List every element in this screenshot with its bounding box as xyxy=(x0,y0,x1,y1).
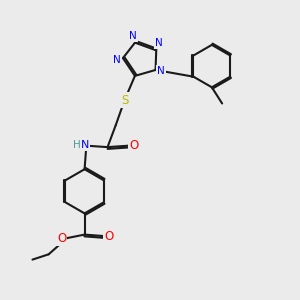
Text: S: S xyxy=(121,94,128,106)
Text: N: N xyxy=(129,31,137,41)
Text: N: N xyxy=(113,55,121,64)
Text: O: O xyxy=(104,230,114,243)
Text: N: N xyxy=(155,38,163,48)
Text: N: N xyxy=(81,140,89,150)
Text: O: O xyxy=(129,139,139,152)
Text: H: H xyxy=(73,140,81,150)
Text: N: N xyxy=(157,66,165,76)
Text: O: O xyxy=(57,232,66,244)
